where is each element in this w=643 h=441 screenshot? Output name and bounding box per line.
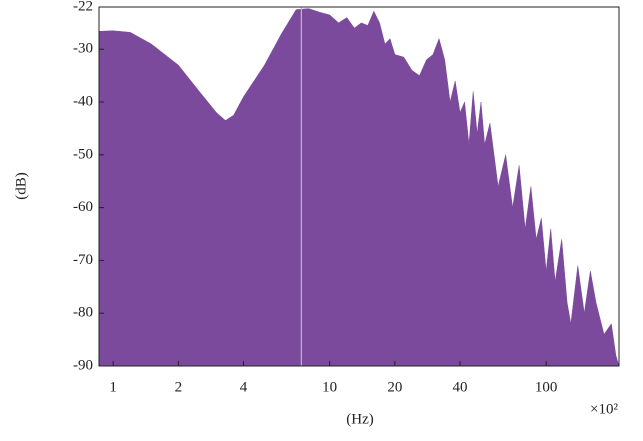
y-axis-label: (dB) <box>13 172 29 200</box>
x-multiplier: ×10² <box>590 401 618 417</box>
x-tick-label: 4 <box>240 379 248 395</box>
plot-frame <box>98 6 620 367</box>
y-tick-label: -90 <box>73 357 93 373</box>
x-tick-label: 2 <box>175 379 183 395</box>
y-tick-label: -50 <box>73 146 93 162</box>
x-tick-label: 1 <box>109 379 117 395</box>
y-tick-label: -30 <box>73 41 93 57</box>
x-tick-label: 40 <box>453 379 468 395</box>
y-tick-label: -22 <box>73 0 93 14</box>
y-tick-label: -80 <box>73 305 93 321</box>
y-tick-label: -60 <box>73 199 93 215</box>
y-tick-label: -70 <box>73 252 93 268</box>
y-tick-label: -40 <box>73 93 93 109</box>
x-tick-label: 10 <box>322 379 337 395</box>
x-tick-label: 20 <box>387 379 402 395</box>
x-axis-label: (Hz) <box>346 411 373 427</box>
x-tick-label: 100 <box>535 379 558 395</box>
spectrum-area <box>98 8 620 367</box>
